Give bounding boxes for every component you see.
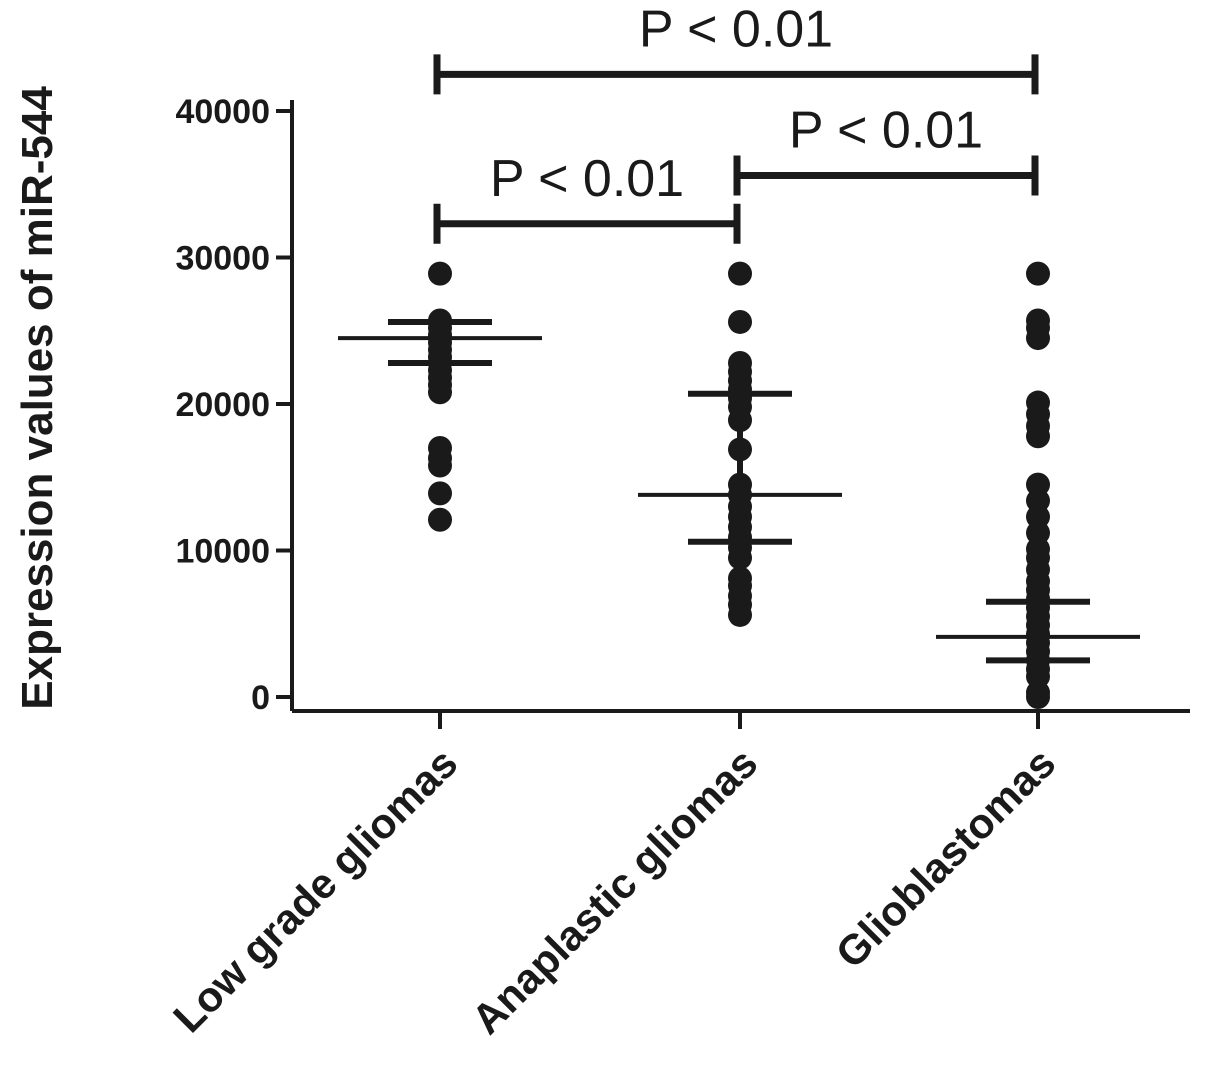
x-tick-label: Low grade gliomas (164, 739, 466, 1041)
significance-bracket: P < 0.01 (433, 0, 1039, 95)
significance-brackets: P < 0.01 P < 0.01 P < 0.01 (433, 0, 1039, 244)
y-tick-label: 0 (251, 679, 270, 717)
y-tick-label: 30000 (175, 240, 270, 278)
series-summary (338, 318, 542, 366)
data-point (1026, 326, 1050, 351)
data-point (728, 261, 752, 286)
significance-bracket: P < 0.01 (433, 150, 741, 244)
series-summary (936, 598, 1140, 664)
p-value-label: P < 0.01 (789, 101, 983, 159)
data-point (428, 507, 452, 532)
data-point (728, 602, 752, 627)
data-point (1026, 424, 1050, 449)
y-tick-label: 10000 (175, 533, 270, 571)
data-point (428, 380, 452, 405)
data-point (1026, 261, 1050, 286)
series-summary (638, 390, 842, 545)
data-point (428, 261, 452, 286)
data-point (1026, 685, 1050, 709)
data-point (428, 481, 452, 506)
data-point (728, 309, 752, 334)
y-axis-label: Expression values of miR-544 (13, 86, 62, 710)
p-value-label: P < 0.01 (639, 0, 833, 58)
x-tick-label: Anaplastic gliomas (462, 739, 766, 1043)
data-point (428, 453, 452, 478)
p-value-label: P < 0.01 (490, 150, 684, 208)
data-point (728, 545, 752, 570)
significance-bracket: P < 0.01 (733, 101, 1039, 196)
mean-sem-lines (338, 318, 1140, 664)
y-tick-label: 20000 (175, 386, 270, 424)
series-points (428, 261, 452, 532)
y-tick-label: 40000 (175, 93, 270, 131)
x-tick-label: Glioblastomas (826, 739, 1064, 977)
